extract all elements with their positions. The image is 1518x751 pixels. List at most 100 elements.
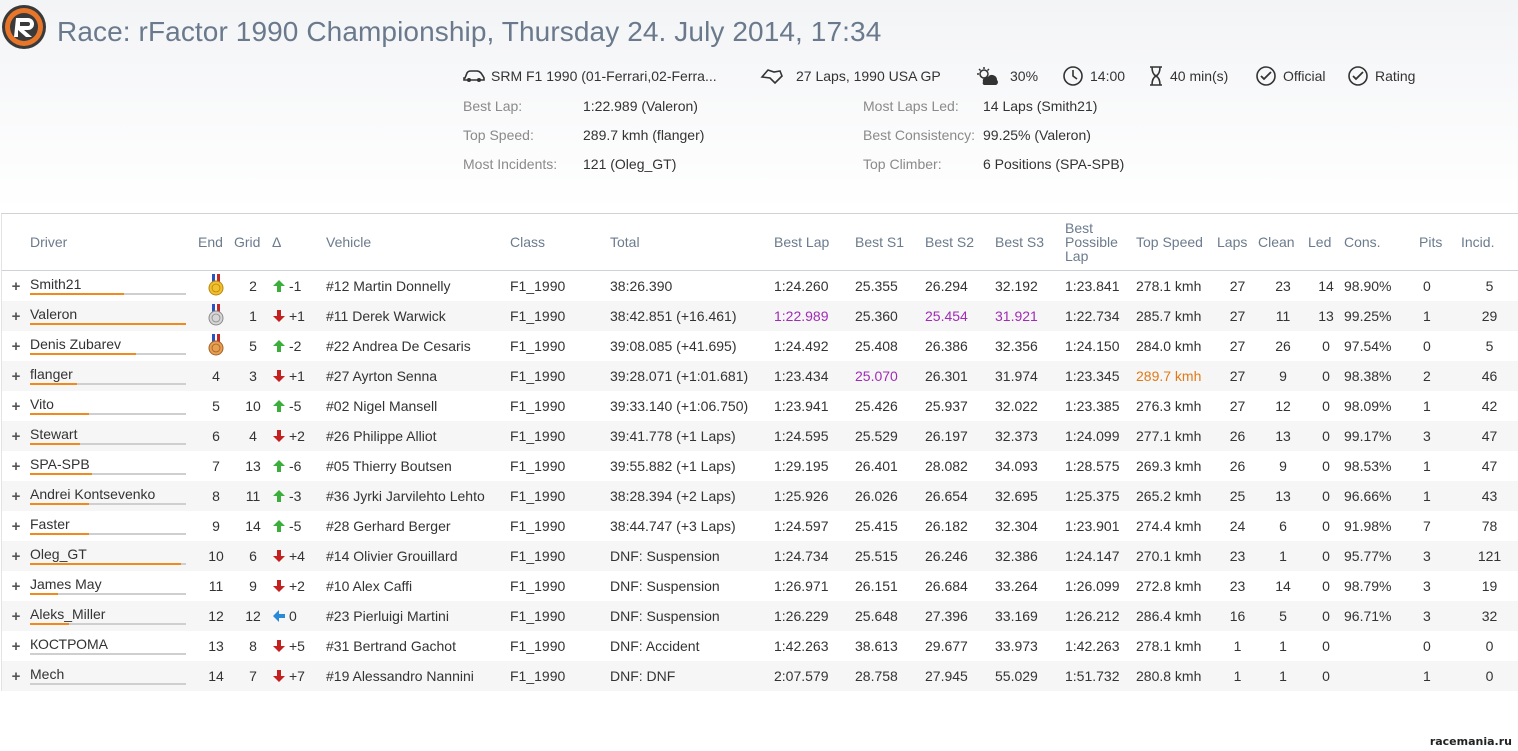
- driver-name-link[interactable]: Aleks_Miller: [30, 606, 106, 622]
- driver-cell[interactable]: Valeron: [30, 301, 198, 331]
- total-time: 38:44.747 (+3 Laps): [610, 518, 736, 534]
- col-best-s1[interactable]: Best S1: [855, 214, 925, 271]
- end-position-text: 8: [212, 488, 220, 504]
- best-possible-lap: 1:24.150: [1065, 338, 1120, 354]
- col-incid[interactable]: Incid.: [1461, 214, 1518, 271]
- table-row[interactable]: + Denis Zubarev 5 -2 #22 Andrea De Cesaris F1…: [2, 331, 1518, 361]
- table-row[interactable]: + SPA-SPB 7 13 -6 #05 Thierry Boutsen F1_1990 3…: [2, 451, 1518, 481]
- driver-cell[interactable]: Faster: [30, 511, 198, 541]
- col-led[interactable]: Led: [1308, 214, 1344, 271]
- driver-cell[interactable]: КОСТРОМА: [30, 631, 198, 661]
- col-top-speed[interactable]: Top Speed: [1136, 214, 1217, 271]
- best-s3: 33.973: [995, 638, 1038, 654]
- driver-cell[interactable]: Vito: [30, 391, 198, 421]
- col-clean[interactable]: Clean: [1258, 214, 1308, 271]
- driver-name-link[interactable]: Oleg_GT: [30, 546, 87, 562]
- driver-name-link[interactable]: SPA-SPB: [30, 456, 90, 472]
- expand-row-button[interactable]: +: [11, 637, 21, 655]
- best-s2: 26.301: [925, 361, 995, 391]
- driver-name-link[interactable]: Andrei Kontsevenko: [30, 486, 156, 502]
- best-s3: 32.304: [995, 518, 1038, 534]
- vehicle: #14 Olivier Grouillard: [326, 541, 510, 571]
- driver-cell[interactable]: Aleks_Miller: [30, 601, 198, 631]
- stat-value: 6 Positions (SPA-SPB): [983, 156, 1125, 172]
- table-row[interactable]: + James May 11 9 +2 #10 Alex Caffi F1_1990 DNF:…: [2, 571, 1518, 601]
- expand-row-button[interactable]: +: [11, 517, 21, 535]
- driver-cell[interactable]: Denis Zubarev: [30, 331, 198, 361]
- table-row[interactable]: + Oleg_GT 10 6 +4 #14 Olivier Grouillard F1_19…: [2, 541, 1518, 571]
- total-time: DNF: Suspension: [610, 601, 774, 631]
- col-cons[interactable]: Cons.: [1344, 214, 1419, 271]
- stat-label: Most Laps Led:: [863, 98, 959, 114]
- col-best-possible-lap[interactable]: Best Possible Lap: [1065, 214, 1136, 271]
- driver-name-link[interactable]: КОСТРОМА: [30, 636, 109, 652]
- driver-cell[interactable]: Smith21: [30, 271, 198, 302]
- expand-row-button[interactable]: +: [2, 481, 30, 511]
- expand-row-button[interactable]: +: [2, 361, 30, 391]
- col-grid[interactable]: Grid: [234, 214, 272, 271]
- col-vehicle[interactable]: Vehicle: [326, 214, 510, 271]
- col-driver[interactable]: Driver: [30, 214, 198, 271]
- driver-cell[interactable]: Mech: [30, 661, 198, 691]
- col-pits[interactable]: Pits: [1419, 214, 1461, 271]
- col-best-s2[interactable]: Best S2: [925, 214, 995, 271]
- arrow-up-icon: [273, 340, 285, 352]
- table-row[interactable]: + Vito 5 10 -5 #02 Nigel Mansell F1_1990 39:33.…: [2, 391, 1518, 421]
- best-s1: 26.401: [855, 458, 898, 474]
- driver-name-link[interactable]: Stewart: [30, 426, 78, 442]
- expand-row-button[interactable]: +: [2, 421, 30, 451]
- delta-value: +7: [289, 668, 305, 684]
- driver-cell[interactable]: Stewart: [30, 421, 198, 451]
- table-row[interactable]: + flanger 4 3 +1 #27 Ayrton Senna F1_1990 39:28…: [2, 361, 1518, 391]
- expand-row-button[interactable]: +: [11, 457, 21, 475]
- expand-row-button[interactable]: +: [2, 601, 30, 631]
- driver-name-link[interactable]: Mech: [30, 666, 65, 682]
- table-row[interactable]: + Stewart 6 4 +2 #26 Philippe Alliot F1_1990 39…: [2, 421, 1518, 451]
- expand-row-button[interactable]: +: [11, 337, 21, 355]
- col-delta[interactable]: Δ: [272, 214, 326, 271]
- expand-row-button[interactable]: +: [11, 277, 21, 295]
- driver-name-link[interactable]: Smith21: [30, 276, 82, 292]
- expand-row-button[interactable]: +: [2, 301, 30, 331]
- expand-row-button[interactable]: +: [2, 661, 30, 691]
- laps-track-text: 27 Laps, 1990 USA GP: [796, 68, 941, 84]
- clean-laps: 14: [1275, 578, 1291, 594]
- col-best-s3[interactable]: Best S3: [995, 214, 1065, 271]
- table-row[interactable]: + КОСТРОМА 13 8 +5 #31 Bertrand Gachot F1_1990…: [2, 631, 1518, 661]
- driver-name-link[interactable]: Denis Zubarev: [30, 336, 122, 352]
- table-header-row: Driver End Grid Δ Vehicle Class Total Be…: [2, 214, 1518, 271]
- driver-cell[interactable]: Andrei Kontsevenko: [30, 481, 198, 511]
- driver-name-link[interactable]: Valeron: [30, 306, 78, 322]
- expand-row-button[interactable]: +: [2, 541, 30, 571]
- driver-name-link[interactable]: James May: [30, 576, 102, 592]
- consistency: 91.98%: [1344, 518, 1392, 534]
- end-position: 7: [198, 451, 234, 481]
- driver-name-link[interactable]: flanger: [30, 366, 73, 382]
- driver-cell[interactable]: flanger: [30, 361, 198, 391]
- driver-cell[interactable]: James May: [30, 571, 198, 601]
- total-time: 39:55.882 (+1 Laps): [610, 458, 736, 474]
- driver-name-link[interactable]: Faster: [30, 516, 70, 532]
- table-row[interactable]: + Faster 9 14 -5 #28 Gerhard Berger F1_1990 38:…: [2, 511, 1518, 541]
- expand-row-button[interactable]: +: [11, 397, 21, 415]
- driver-rating-fill: [30, 323, 186, 325]
- col-end[interactable]: End: [198, 214, 234, 271]
- driver-rating-fill: [30, 353, 137, 355]
- driver-cell[interactable]: Oleg_GT: [30, 541, 198, 571]
- col-laps[interactable]: Laps: [1217, 214, 1258, 271]
- delta-value: +5: [289, 638, 305, 654]
- col-best-lap[interactable]: Best Lap: [774, 214, 855, 271]
- table-row[interactable]: + Andrei Kontsevenko 8 11 -3 #36 Jyrki Jarvil…: [2, 481, 1518, 511]
- driver-cell[interactable]: SPA-SPB: [30, 451, 198, 481]
- col-total[interactable]: Total: [610, 214, 774, 271]
- table-row[interactable]: + Mech 14 7 +7 #19 Alessandro Nannini F1_1990 D…: [2, 661, 1518, 691]
- table-row[interactable]: + Aleks_Miller 12 12 0 #23 Pierluigi Martini F…: [2, 601, 1518, 631]
- laps: 26: [1217, 421, 1258, 451]
- table-row[interactable]: + Smith21 2 -1 #12 Martin Donnelly F1_1990 38:…: [2, 271, 1518, 302]
- driver-name-link[interactable]: Vito: [30, 396, 54, 412]
- incidents: 32: [1461, 601, 1518, 631]
- weather-info: 30%: [976, 66, 1038, 86]
- table-row[interactable]: + Valeron 1 +1 #11 Derek Warwick F1_1990 38:42…: [2, 301, 1518, 331]
- col-class[interactable]: Class: [510, 214, 610, 271]
- expand-row-button[interactable]: +: [11, 577, 21, 595]
